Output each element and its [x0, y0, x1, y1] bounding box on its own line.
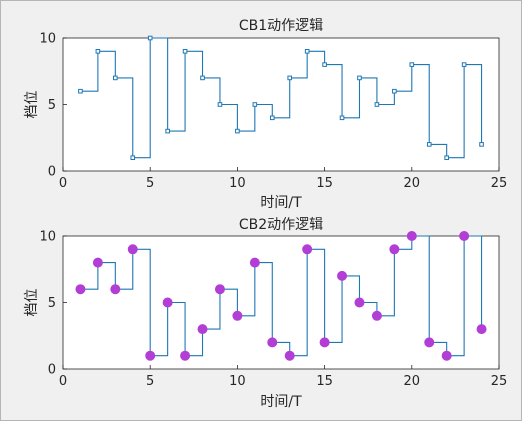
series-line-cb1 — [80, 37, 483, 159]
chart-title-cb2: CB2动作逻辑 — [239, 217, 323, 233]
x-tick-label-cb2: 20 — [404, 374, 421, 389]
data-point-cb2 — [406, 231, 417, 241]
data-point-cb1 — [78, 88, 83, 94]
chart-cb1: 0 5 10 15 20 25 0 5 10 CB1动作逻辑 时间/T 档位 — [24, 18, 507, 211]
data-point-cb2 — [127, 244, 138, 255]
x-tick-label-cb1: 20 — [404, 176, 421, 191]
data-point-cb1 — [426, 142, 432, 147]
chart-title-cb1: CB1动作逻辑 — [239, 18, 323, 34]
data-point-cb1 — [182, 49, 188, 54]
data-point-cb2 — [92, 257, 103, 268]
x-tick-label-cb1: 25 — [491, 176, 508, 191]
y-tick-label-cb1: 5 — [48, 98, 56, 113]
y-tick-label-cb2: 5 — [48, 296, 56, 311]
x-tick-label-cb2: 25 — [491, 374, 508, 389]
data-point-cb1 — [444, 155, 449, 160]
data-marks-cb1 — [78, 35, 484, 160]
x-tick-label-cb1: 0 — [59, 176, 67, 191]
data-point-cb1 — [322, 62, 327, 67]
data-point-cb2 — [371, 310, 382, 321]
data-point-cb1 — [217, 102, 223, 107]
series-line-cb2 — [80, 235, 483, 357]
data-point-cb1 — [392, 88, 397, 94]
data-point-cb2 — [232, 310, 243, 321]
data-point-cb2 — [180, 350, 191, 361]
data-point-cb1 — [409, 62, 415, 67]
y-tick-label-cb2: 0 — [48, 363, 56, 378]
data-point-cb1 — [113, 75, 118, 81]
data-point-cb2 — [110, 284, 121, 295]
data-point-cb2 — [302, 244, 313, 255]
data-point-cb1 — [252, 102, 258, 107]
x-tick-label-cb2: 5 — [146, 374, 154, 389]
x-axis-label-cb1: 时间/T — [260, 195, 302, 211]
data-point-cb2 — [337, 270, 348, 281]
data-point-cb2 — [459, 231, 470, 241]
data-point-cb1 — [130, 155, 136, 160]
data-point-cb2 — [75, 284, 86, 295]
data-point-cb2 — [197, 324, 208, 335]
plot-area-cb1 — [62, 37, 500, 172]
data-point-cb1 — [304, 49, 310, 54]
y-tick-label-cb2: 10 — [39, 230, 56, 245]
data-point-cb2 — [284, 350, 295, 361]
y-axis-label-cb2: 档位 — [24, 289, 40, 317]
data-point-cb1 — [147, 35, 153, 41]
axis-ticks-cb2: 0 5 10 15 20 25 0 5 10 — [39, 230, 507, 390]
data-point-cb2 — [424, 337, 435, 348]
axis-ticks-cb1: 0 5 10 15 20 25 0 5 10 — [39, 32, 507, 192]
data-point-cb1 — [165, 128, 170, 134]
data-point-cb1 — [479, 142, 484, 147]
data-point-cb1 — [357, 75, 362, 81]
data-point-cb2 — [389, 244, 400, 255]
data-point-cb1 — [374, 102, 380, 107]
data-point-cb2 — [249, 257, 260, 268]
data-point-cb1 — [461, 62, 467, 67]
data-point-cb2 — [319, 337, 330, 348]
data-point-cb1 — [95, 49, 101, 54]
x-tick-label-cb2: 0 — [59, 374, 67, 389]
data-point-cb2 — [145, 350, 156, 361]
plot-area-cb2 — [62, 235, 500, 370]
data-point-cb2 — [214, 284, 225, 295]
data-point-cb1 — [287, 75, 293, 81]
x-tick-label-cb1: 15 — [316, 176, 333, 191]
x-tick-label-cb1: 5 — [146, 176, 154, 191]
data-point-cb2 — [354, 297, 365, 308]
x-tick-label-cb2: 10 — [229, 374, 246, 389]
data-marks-cb2 — [75, 231, 487, 361]
data-point-cb1 — [235, 128, 240, 134]
x-tick-label-cb2: 15 — [316, 374, 333, 389]
data-point-cb2 — [267, 337, 278, 348]
chart-cb2: 0 5 10 15 20 25 0 5 10 CB2动作逻辑 时间/T 档位 — [24, 217, 507, 410]
y-tick-label-cb1: 10 — [39, 32, 56, 47]
data-point-cb2 — [162, 297, 173, 308]
data-point-cb1 — [200, 75, 205, 81]
data-point-cb1 — [339, 115, 345, 121]
data-point-cb1 — [269, 115, 275, 121]
y-axis-label-cb1: 档位 — [24, 91, 40, 119]
data-point-cb2 — [476, 324, 487, 335]
data-point-cb2 — [441, 350, 452, 361]
x-axis-label-cb2: 时间/T — [260, 394, 302, 410]
x-tick-label-cb1: 10 — [229, 176, 246, 191]
y-tick-label-cb1: 0 — [48, 165, 56, 180]
